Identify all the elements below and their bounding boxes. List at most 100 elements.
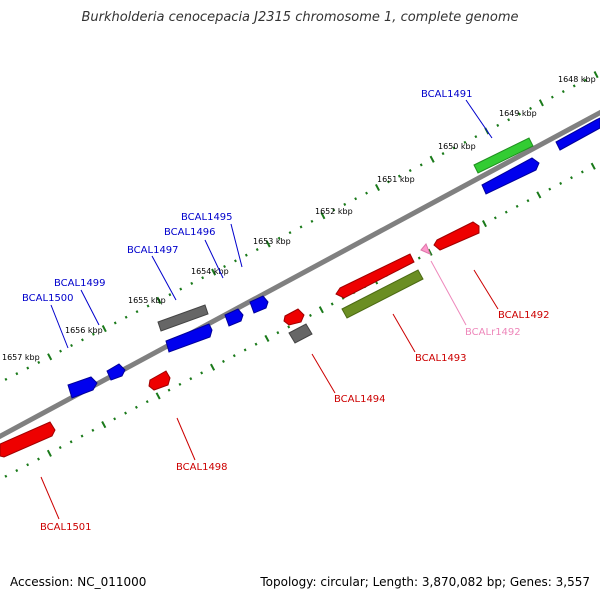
upper-row-tick <box>474 135 478 139</box>
lower-row-tick <box>15 469 19 473</box>
lower-row-tick <box>46 449 52 457</box>
leader-bcal1491 <box>465 99 493 139</box>
upper-row-tick <box>518 112 521 116</box>
gene-label-bcal1501[interactable]: BCAL1501 <box>40 522 92 533</box>
upper-row-tick <box>419 163 423 167</box>
lower-row-tick <box>210 363 216 371</box>
gene-label-bcal1495[interactable]: BCAL1495 <box>181 212 233 223</box>
lower-row-tick <box>155 392 161 400</box>
upper-row-tick <box>15 372 19 376</box>
map-title: Burkholderia cenocepacia J2315 chromosom… <box>81 10 519 25</box>
gene-arrow-blue-right[interactable] <box>481 157 540 195</box>
upper-row-tick <box>265 240 271 248</box>
upper-row-tick <box>496 123 500 127</box>
leader-bcal1496 <box>204 239 224 279</box>
gene-arrow-bcal1496[interactable] <box>224 308 244 327</box>
lower-row-tick <box>4 474 8 478</box>
upper-row-tick <box>397 174 401 178</box>
gene-arrow-blue-far-right[interactable] <box>555 117 600 151</box>
upper-row-tick <box>343 202 347 206</box>
gene-arrow-olive-1493[interactable] <box>341 269 424 319</box>
kbp-label-1655: 1655 kbp <box>128 296 166 305</box>
gene-arrow-bcal1493[interactable] <box>335 253 415 299</box>
gene-label-bcal1492[interactable]: BCAL1492 <box>498 310 550 321</box>
lower-row-tick <box>145 400 149 404</box>
upper-row-tick <box>179 287 183 291</box>
kbp-label-1657: 1657 kbp <box>2 353 40 362</box>
gene-label-bcal1499[interactable]: BCAL1499 <box>54 278 106 289</box>
kbp-labels: 1648 kbp 1649 kbp 1650 kbp 1651 kbp 1652… <box>2 75 596 362</box>
kbp-label-1649: 1649 kbp <box>499 109 537 118</box>
lower-row-tick <box>318 306 324 314</box>
leader-bcal1499 <box>80 289 100 326</box>
lower-row-tick <box>570 176 573 180</box>
lower-row-tick <box>91 428 95 432</box>
upper-row-tick <box>572 84 576 88</box>
gene-label-bcal1496[interactable]: BCAL1496 <box>164 227 216 238</box>
gene-arrow-bcal1501[interactable] <box>0 421 56 458</box>
upper-row-tick <box>201 276 205 280</box>
upper-row-tick <box>332 208 336 212</box>
upper-row-tick <box>452 146 456 150</box>
lower-row-tick <box>80 434 84 438</box>
gene-label-bcal1494[interactable]: BCAL1494 <box>334 394 386 405</box>
lower-row-tick <box>189 377 193 381</box>
upper-row-tick <box>583 78 587 82</box>
kbp-label-1651: 1651 kbp <box>377 175 415 184</box>
lower-row-tick <box>309 313 312 317</box>
gene-label-bcal1493[interactable]: BCAL1493 <box>415 353 467 364</box>
lower-row-tick <box>559 181 563 185</box>
gene-arrow-gray-1494[interactable] <box>288 323 313 344</box>
topology-text: Topology: circular; Length: 3,870,082 bp… <box>260 575 590 589</box>
gene-arrow-bcal1500[interactable] <box>67 376 98 399</box>
gene-label-bcal1500[interactable]: BCAL1500 <box>22 293 74 304</box>
gene-label-bcal1497[interactable]: BCAL1497 <box>127 245 179 256</box>
lower-row-tick <box>254 342 258 346</box>
lower-row-tick <box>493 216 497 220</box>
lower-row-tick <box>427 248 433 256</box>
lower-row-tick <box>232 354 236 358</box>
leader-lines <box>40 99 499 520</box>
lower-row-tick <box>330 302 334 306</box>
lower-row-tick <box>101 421 107 429</box>
upper-row-tick <box>365 191 368 195</box>
kbp-label-1652: 1652 kbp <box>315 207 353 216</box>
gene-arrow-bcal1495[interactable] <box>249 295 269 314</box>
upper-row-tick <box>538 99 544 107</box>
gene-arrow-bcal1499[interactable] <box>106 363 126 381</box>
leader-bcalr1492 <box>430 260 467 326</box>
gene-arrow-bcal1498[interactable] <box>148 370 171 391</box>
leader-bcal1493 <box>392 313 416 353</box>
gene-arrow-bcal1494[interactable] <box>283 308 305 326</box>
lower-row-tick <box>124 411 127 415</box>
upper-row-tick <box>429 155 435 163</box>
upper-row-tick <box>26 366 30 370</box>
gene-labels: BCAL1491 BCAL1495 BCAL1496 BCAL1497 BCAL… <box>22 89 550 533</box>
gene-label-bcal1498[interactable]: BCAL1498 <box>176 462 228 473</box>
gene-arrow-gray-1497[interactable] <box>157 304 209 332</box>
upper-row-tick <box>81 338 84 342</box>
lower-row-tick <box>58 446 62 450</box>
upper-row-tick <box>156 296 162 304</box>
upper-row-tick <box>441 152 445 156</box>
gene-label-bcal1491[interactable]: BCAL1491 <box>421 89 473 100</box>
lower-row-tick <box>482 220 487 228</box>
lower-row-tick <box>580 170 584 174</box>
upper-row-tick <box>47 353 53 361</box>
upper-row-tick <box>59 349 62 353</box>
gene-arrow-bcal1492[interactable] <box>433 221 480 251</box>
lower-row-tick <box>536 191 542 199</box>
gene-label-bcalr1492[interactable]: BCALr1492 <box>465 327 521 338</box>
gene-arrow-bcalr1492[interactable] <box>420 243 431 255</box>
upper-row-tick <box>463 140 467 144</box>
upper-row-tick <box>91 332 95 336</box>
upper-row-tick <box>277 236 281 240</box>
upper-row-tick <box>387 180 390 184</box>
gene-arrow-bcal1497[interactable] <box>165 323 213 353</box>
upper-row-tick <box>408 169 412 173</box>
lower-row-tick <box>26 463 30 467</box>
upper-row-tick <box>223 264 226 269</box>
gene-arrow-bcal1491[interactable] <box>473 137 534 174</box>
leader-bcal1500 <box>50 304 69 349</box>
